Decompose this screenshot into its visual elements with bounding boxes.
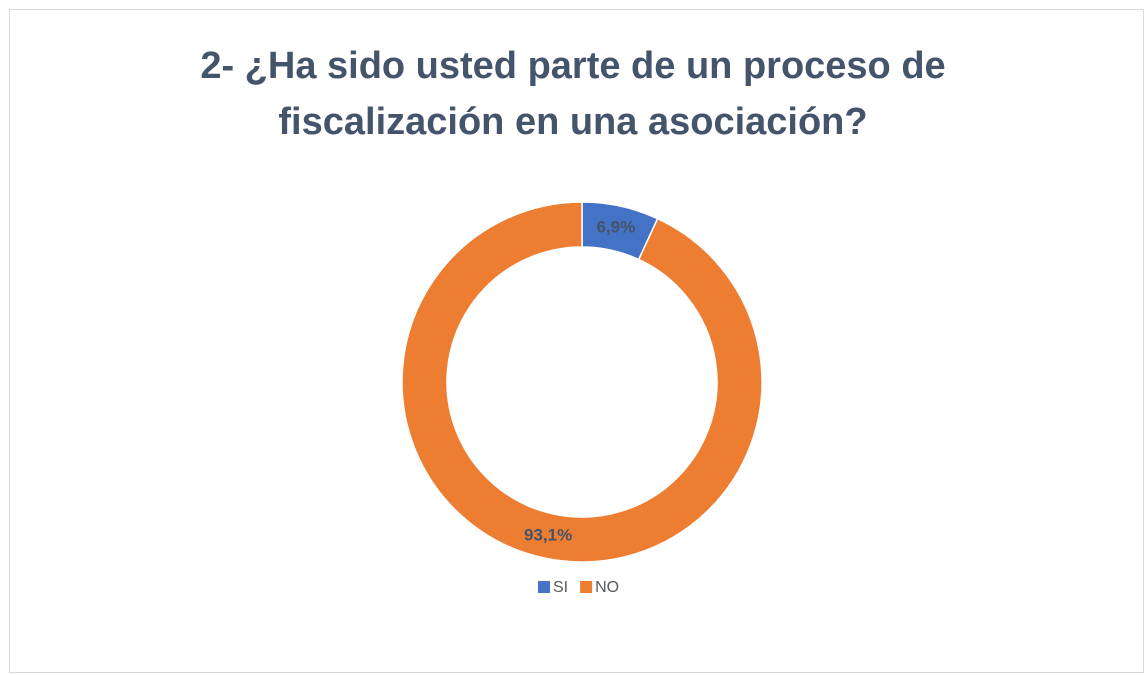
data-label: 93,1% [524,525,572,544]
chart-frame [9,9,1144,673]
legend-swatch [580,581,593,593]
chart-title: 2- ¿Ha sido usted parte de un proceso de… [200,45,946,143]
legend-label: NO [595,579,619,596]
legend-swatch [538,581,550,593]
data-label: 6,9% [596,218,635,237]
donut-segment [401,201,763,563]
legend-label: SI [553,579,568,596]
